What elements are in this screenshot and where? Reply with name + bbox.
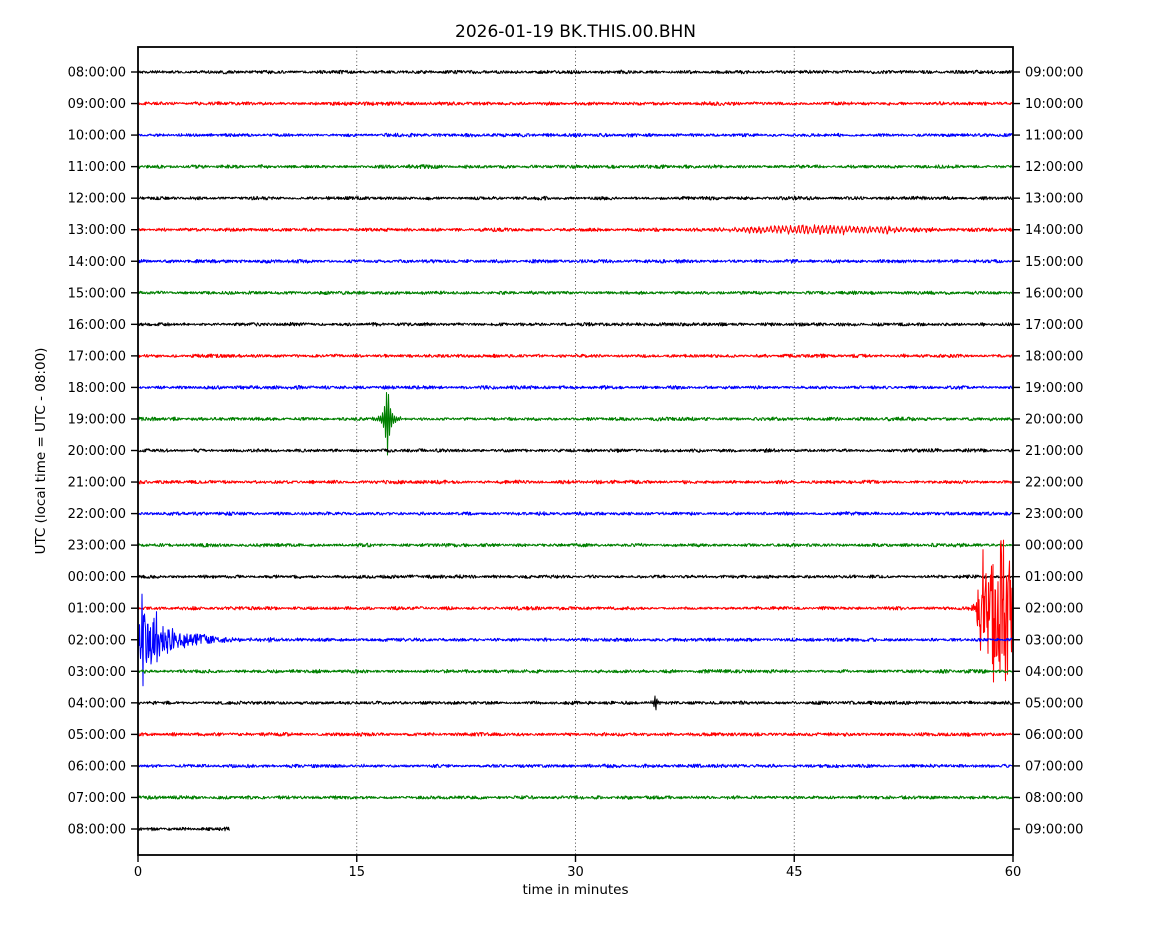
utc-time-label-row-24: 08:00:00	[68, 823, 126, 838]
utc-time-label-row-10: 18:00:00	[68, 381, 126, 396]
utc-time-label-row-20: 04:00:00	[68, 696, 126, 711]
seismogram-trace-row-11	[137, 391, 1014, 456]
seismogram-trace-row-2	[137, 132, 1014, 138]
utc-time-label-row-1: 09:00:00	[68, 97, 126, 112]
right-time-label-row-3: 12:00:00	[1025, 160, 1083, 175]
utc-time-label-row-4: 12:00:00	[68, 192, 126, 207]
seismogram-trace-row-19	[137, 668, 1014, 674]
x-tick-label-30: 30	[567, 865, 584, 880]
utc-time-label-row-5: 13:00:00	[68, 223, 126, 238]
y-axis-label: UTC (local time = UTC - 08:00)	[33, 348, 49, 555]
right-time-label-row-8: 17:00:00	[1025, 318, 1083, 333]
seismogram-trace-row-5	[137, 224, 1014, 236]
right-time-label-row-12: 21:00:00	[1025, 444, 1083, 459]
utc-time-label-row-16: 00:00:00	[68, 570, 126, 585]
seismogram-trace-row-3	[137, 164, 1014, 170]
right-time-label-row-6: 15:00:00	[1025, 255, 1083, 270]
right-time-label-row-16: 01:00:00	[1025, 570, 1083, 585]
seismogram-trace-row-1	[137, 101, 1014, 107]
utc-time-label-row-17: 01:00:00	[68, 602, 126, 617]
x-tick-label-60: 60	[1005, 865, 1022, 880]
seismogram-trace-row-7	[137, 290, 1014, 296]
seismogram-trace-row-6	[137, 258, 1014, 264]
utc-time-label-row-0: 08:00:00	[68, 66, 126, 81]
seismogram-trace-row-9	[137, 353, 1014, 359]
seismogram-trace-row-0	[137, 69, 1014, 75]
right-time-label-row-18: 03:00:00	[1025, 633, 1083, 648]
utc-time-label-row-13: 21:00:00	[68, 476, 126, 491]
seismogram-trace-row-16	[137, 574, 1014, 579]
seismogram-trace-row-22	[137, 763, 1014, 769]
right-time-label-row-11: 20:00:00	[1025, 412, 1083, 427]
seismogram-trace-row-4	[137, 195, 1014, 201]
seismogram-trace-row-15	[137, 542, 1014, 548]
right-time-label-row-17: 02:00:00	[1025, 602, 1083, 617]
utc-time-label-row-6: 14:00:00	[68, 255, 126, 270]
right-time-label-row-15: 00:00:00	[1025, 539, 1083, 554]
utc-time-label-row-11: 19:00:00	[68, 412, 126, 427]
utc-time-label-row-23: 07:00:00	[68, 791, 126, 806]
utc-time-label-row-19: 03:00:00	[68, 665, 126, 680]
utc-time-label-row-7: 15:00:00	[68, 286, 126, 301]
right-time-label-row-7: 16:00:00	[1025, 286, 1083, 301]
right-time-label-row-20: 05:00:00	[1025, 696, 1083, 711]
right-time-label-row-14: 23:00:00	[1025, 507, 1083, 522]
utc-time-label-row-9: 17:00:00	[68, 349, 126, 364]
right-time-label-row-21: 06:00:00	[1025, 728, 1083, 743]
seismogram-trace-row-18	[137, 593, 1014, 687]
trace-layer	[137, 69, 1014, 832]
seismogram-trace-row-21	[137, 731, 1014, 737]
utc-time-label-row-14: 22:00:00	[68, 507, 126, 522]
x-tick-label-15: 15	[348, 865, 365, 880]
utc-time-label-row-18: 02:00:00	[68, 633, 126, 648]
right-time-label-row-0: 09:00:00	[1025, 66, 1083, 81]
seismogram-trace-row-8	[137, 321, 1014, 327]
right-time-label-row-9: 18:00:00	[1025, 349, 1083, 364]
axes-layer: 08:00:00 09:00:00 09:00:00 10:00:00 10:00:00…	[68, 46, 1083, 880]
right-time-label-row-24: 09:00:00	[1025, 823, 1083, 838]
right-time-label-row-23: 08:00:00	[1025, 791, 1083, 806]
right-time-label-row-22: 07:00:00	[1025, 759, 1083, 774]
utc-time-label-row-15: 23:00:00	[68, 539, 126, 554]
seismogram-trace-row-12	[137, 448, 1014, 453]
seismogram-trace-row-17	[137, 539, 1014, 683]
utc-time-label-row-3: 11:00:00	[68, 160, 126, 175]
seismogram-trace-row-23	[137, 795, 1014, 800]
right-time-label-row-19: 04:00:00	[1025, 665, 1083, 680]
right-time-label-row-4: 13:00:00	[1025, 192, 1083, 207]
right-time-label-row-5: 14:00:00	[1025, 223, 1083, 238]
right-time-label-row-2: 11:00:00	[1025, 129, 1083, 144]
x-tick-label-45: 45	[786, 865, 803, 880]
seismogram-trace-row-13	[137, 479, 1014, 485]
seismogram-trace-row-20	[137, 695, 1014, 711]
seismogram-trace-row-10	[137, 384, 1014, 390]
seismogram-trace-row-14	[137, 511, 1014, 517]
seismogram-trace-row-24	[137, 826, 230, 832]
utc-time-label-row-2: 10:00:00	[68, 129, 126, 144]
utc-time-label-row-21: 05:00:00	[68, 728, 126, 743]
right-time-label-row-13: 22:00:00	[1025, 476, 1083, 491]
chart-title: 2026-01-19 BK.THIS.00.BHN	[455, 22, 696, 42]
utc-time-label-row-22: 06:00:00	[68, 759, 126, 774]
utc-time-label-row-12: 20:00:00	[68, 444, 126, 459]
x-axis-label: time in minutes	[522, 882, 628, 898]
right-time-label-row-10: 19:00:00	[1025, 381, 1083, 396]
x-tick-label-0: 0	[134, 865, 142, 880]
utc-time-label-row-8: 16:00:00	[68, 318, 126, 333]
right-time-label-row-1: 10:00:00	[1025, 97, 1083, 112]
